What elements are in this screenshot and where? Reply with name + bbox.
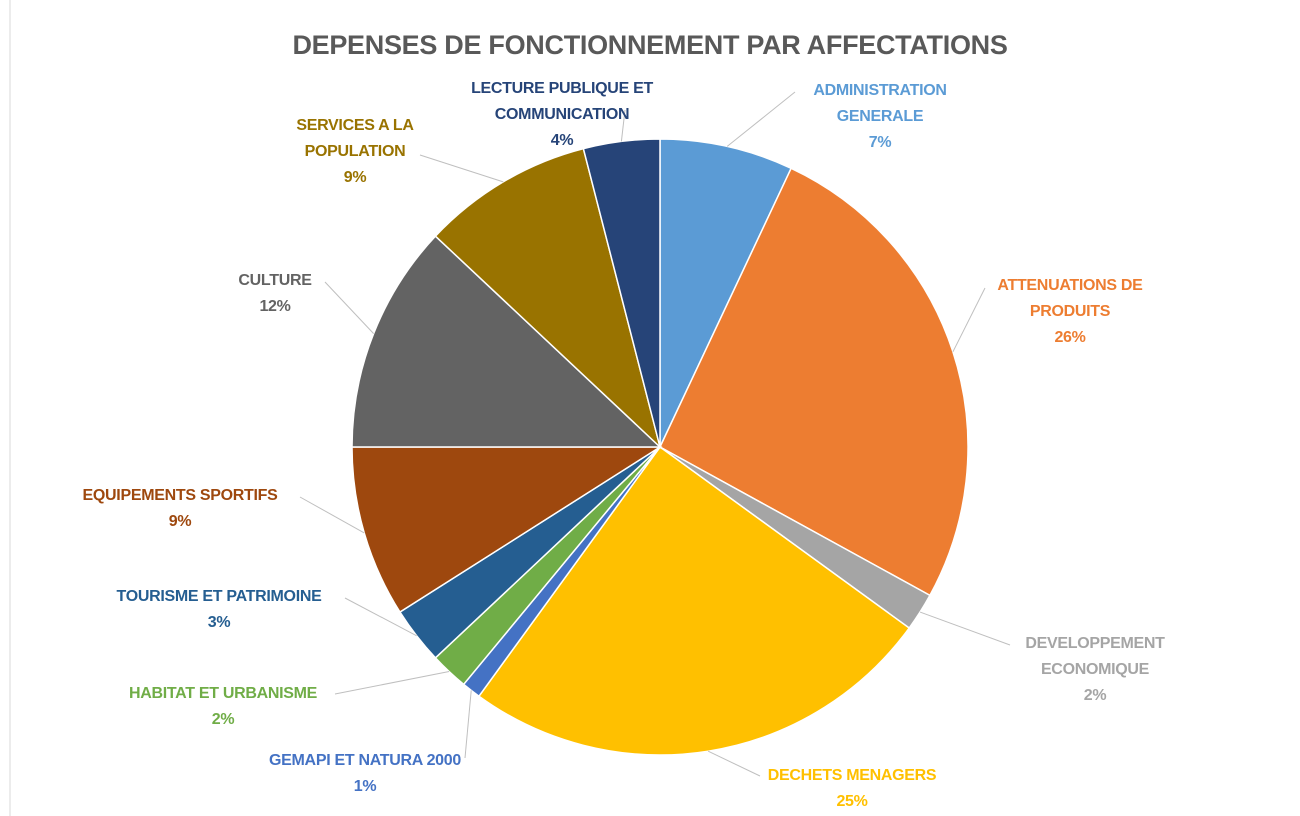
label-value: 25% bbox=[836, 793, 868, 810]
label-value: 9% bbox=[168, 513, 192, 530]
data-label: EQUIPEMENTS SPORTIFS 9% bbox=[60, 483, 300, 535]
leader-line bbox=[919, 611, 1011, 646]
label-value: 2% bbox=[211, 711, 235, 728]
label-value: 12% bbox=[259, 298, 291, 315]
leader-line bbox=[324, 281, 374, 334]
label-name: LECTURE PUBLIQUE ET COMMUNICATION bbox=[471, 80, 653, 123]
leader-line bbox=[299, 496, 365, 534]
label-value: 7% bbox=[868, 134, 892, 151]
label-name: ATTENUATIONS DE PRODUITS bbox=[997, 277, 1143, 320]
data-label: DECHETS MENAGERS 25% bbox=[737, 763, 967, 815]
leader-line bbox=[726, 91, 796, 147]
label-name: CULTURE bbox=[238, 272, 312, 289]
data-label: TOURISME ET PATRIMOINE 3% bbox=[89, 584, 349, 636]
label-value: 1% bbox=[353, 778, 377, 795]
pie-slice bbox=[434, 147, 662, 450]
label-name: EQUIPEMENTS SPORTIFS bbox=[82, 487, 278, 504]
label-name: HABITAT ET URBANISME bbox=[128, 685, 318, 702]
label-name: ADMINISTRATION GENERALE bbox=[813, 82, 947, 125]
label-value: 4% bbox=[550, 132, 574, 149]
leader-line bbox=[952, 287, 986, 353]
data-label: CULTURE 12% bbox=[225, 268, 325, 320]
leader-line bbox=[620, 109, 626, 142]
data-label: ADMINISTRATION GENERALE 7% bbox=[790, 78, 970, 156]
label-name: DEVELOPPEMENT ECONOMIQUE bbox=[1025, 635, 1165, 678]
pie-slice bbox=[351, 446, 663, 614]
label-name: TOURISME ET PATRIMOINE bbox=[116, 588, 322, 605]
label-value: 2% bbox=[1083, 687, 1107, 704]
leader-line bbox=[334, 671, 450, 695]
data-label: SERVICES A LA POPULATION 9% bbox=[280, 113, 430, 191]
leader-line bbox=[464, 690, 472, 759]
data-label: GEMAPI ET NATURA 2000 1% bbox=[245, 748, 485, 800]
label-name: DECHETS MENAGERS bbox=[767, 767, 937, 784]
label-value: 26% bbox=[1054, 329, 1086, 346]
leader-line bbox=[344, 597, 417, 637]
pie-slice bbox=[477, 445, 911, 756]
leader-line bbox=[707, 750, 761, 777]
data-label: DEVELOPPEMENT ECONOMIQUE 2% bbox=[1005, 631, 1185, 709]
data-label: ATTENUATIONS DE PRODUITS 26% bbox=[980, 273, 1160, 351]
label-value: 9% bbox=[343, 169, 367, 186]
label-value: 3% bbox=[207, 614, 231, 631]
leader-line bbox=[419, 154, 504, 183]
data-label: LECTURE PUBLIQUE ET COMMUNICATION 4% bbox=[462, 76, 662, 154]
label-name: GEMAPI ET NATURA 2000 bbox=[269, 752, 461, 769]
label-name: SERVICES A LA POPULATION bbox=[296, 117, 414, 160]
data-label: HABITAT ET URBANISME 2% bbox=[103, 681, 343, 733]
chart-title: DEPENSES DE FONCTIONNEMENT PAR AFFECTATI… bbox=[292, 30, 1008, 60]
